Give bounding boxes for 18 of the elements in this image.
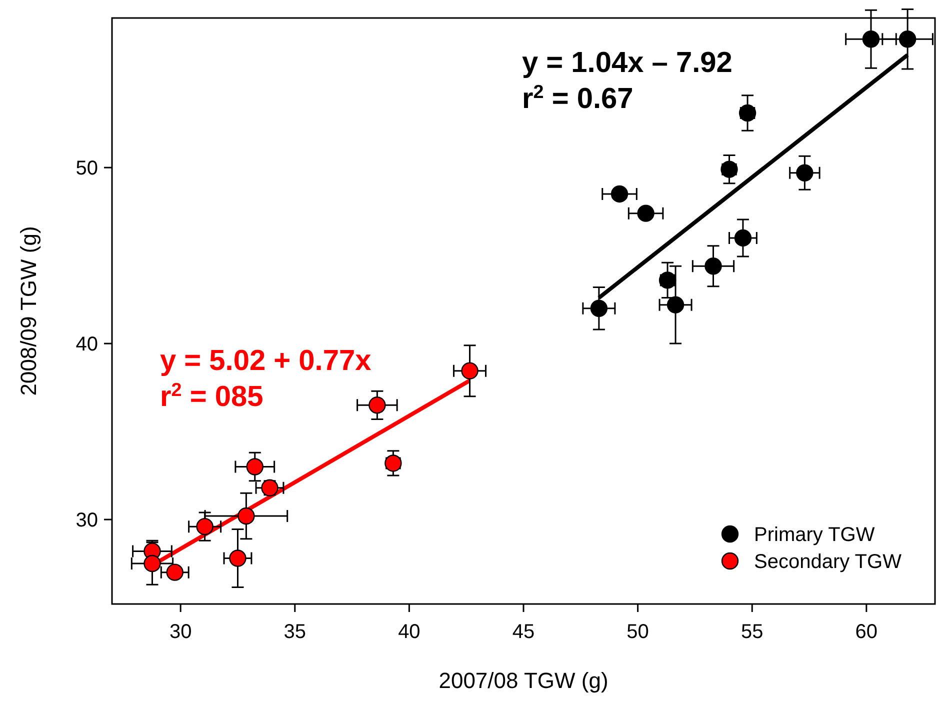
annotation: y = 1.04x – 7.92: [522, 47, 732, 79]
annotation: r$^{2}$ = 0.67: [522, 80, 634, 115]
x-axis-title: 2007/08 TGW (g): [438, 668, 608, 693]
x-tick-label: 45: [512, 621, 535, 643]
y-tick-label: 40: [76, 334, 98, 356]
x-tick-label: 35: [284, 621, 306, 643]
x-tick-label: 30: [169, 621, 192, 643]
y-axis-title: 2008/09 TGW (g): [16, 226, 41, 396]
annotation: y = 5.02 + 0.77x: [160, 345, 372, 377]
y-tick-label: 30: [76, 510, 98, 532]
x-tick-label: 60: [855, 621, 878, 643]
y-tick-label: 50: [76, 158, 98, 180]
x-tick-label: 50: [626, 621, 649, 643]
x-tick-label: 55: [740, 621, 764, 643]
x-tick-label: 40: [398, 621, 420, 643]
legend-label: Primary TGW: [754, 524, 875, 546]
legend-label: Secondary TGW: [754, 551, 902, 573]
annotation: r$^{2}$ = 085: [160, 378, 264, 413]
